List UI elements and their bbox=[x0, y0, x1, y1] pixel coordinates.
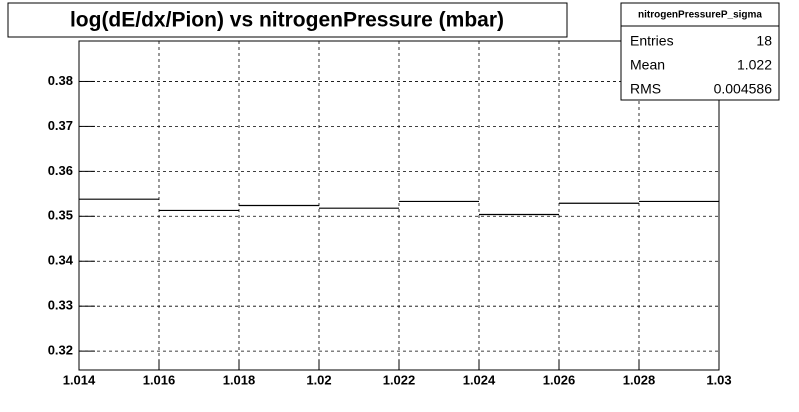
y-tick-label: 0.34 bbox=[48, 253, 74, 268]
stats-title: nitrogenPressureP_sigma bbox=[638, 10, 762, 21]
x-tick-label: 1.03 bbox=[706, 372, 731, 387]
x-tick-label: 1.022 bbox=[383, 372, 416, 387]
stats-label: Entries bbox=[630, 33, 674, 49]
x-tick-label: 1.018 bbox=[223, 372, 256, 387]
stats-box: nitrogenPressureP_sigma Entries 18 Mean 1.0… bbox=[620, 2, 780, 101]
y-tick-label: 0.36 bbox=[48, 163, 73, 178]
y-tick-label: 0.37 bbox=[48, 118, 73, 133]
x-tick-label: 1.028 bbox=[623, 372, 656, 387]
y-tick-label: 0.35 bbox=[48, 208, 73, 223]
x-tick-label: 1.026 bbox=[543, 372, 576, 387]
title-box bbox=[7, 2, 568, 38]
stats-label: Mean bbox=[630, 57, 665, 73]
y-tick-label: 0.38 bbox=[48, 73, 73, 88]
y-tick-label: 0.32 bbox=[48, 343, 73, 358]
stats-value: 1.022 bbox=[737, 57, 772, 73]
x-tick-label: 1.016 bbox=[143, 372, 176, 387]
x-tick-label: 1.024 bbox=[463, 372, 496, 387]
chart-title: log(dE/dx/Pion) vs nitrogenPressure (mba… bbox=[70, 9, 504, 32]
x-tick-label: 1.02 bbox=[306, 372, 331, 387]
stats-value: 18 bbox=[756, 33, 772, 49]
stats-value: 0.004586 bbox=[714, 81, 773, 97]
stats-frame bbox=[620, 2, 780, 101]
x-tick-label: 1.014 bbox=[63, 372, 96, 387]
y-tick-label: 0.33 bbox=[48, 298, 73, 313]
stats-label: RMS bbox=[630, 81, 661, 97]
